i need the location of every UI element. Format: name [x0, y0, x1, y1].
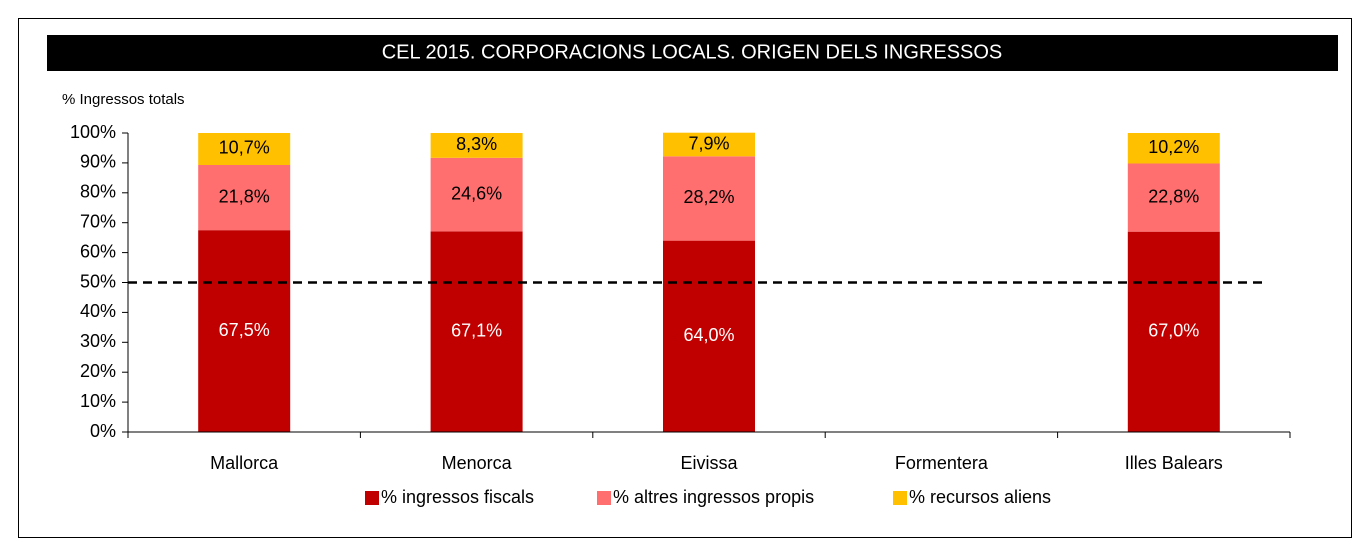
y-tick-label: 70% [80, 211, 116, 231]
value-label: 67,5% [219, 320, 270, 340]
bar-segment [430, 231, 523, 432]
legend-label: % recursos aliens [909, 487, 1051, 507]
x-tick-label: Mallorca [210, 453, 279, 473]
x-tick-label: Formentera [895, 453, 989, 473]
value-label: 10,7% [219, 138, 270, 158]
bar-segment [663, 240, 755, 432]
bar-segment [1127, 163, 1220, 232]
value-label: 24,6% [451, 183, 502, 203]
y-tick-label: 60% [80, 241, 116, 261]
y-axis-label: % Ingressos totals [62, 91, 185, 108]
bar-segment [198, 230, 291, 432]
y-tick-label: 20% [80, 361, 116, 381]
value-label: 10,2% [1148, 137, 1199, 157]
legend-swatch [365, 491, 379, 505]
y-tick-label: 80% [80, 182, 116, 202]
legend-swatch [893, 491, 907, 505]
y-tick-label: 100% [70, 122, 116, 142]
value-label: 8,3% [456, 134, 497, 154]
value-label: 67,1% [451, 320, 502, 340]
bar-segment [1127, 231, 1220, 432]
bar-segment [1127, 133, 1220, 164]
y-tick-label: 50% [80, 271, 116, 291]
value-label: 64,0% [683, 325, 734, 345]
x-tick-label: Menorca [442, 453, 513, 473]
value-label: 22,8% [1148, 186, 1199, 206]
legend-label: % ingressos fiscals [381, 487, 534, 507]
value-label: 28,2% [683, 187, 734, 207]
bar-segment [430, 157, 523, 232]
x-tick-label: Illes Balears [1125, 453, 1223, 473]
value-label: 7,9% [688, 133, 729, 153]
legend-swatch [597, 491, 611, 505]
chart-title: CEL 2015. CORPORACIONS LOCALS. ORIGEN DE… [382, 41, 1003, 63]
legend-label: % altres ingressos propis [613, 487, 814, 507]
bar-segment [198, 164, 291, 231]
title-bar [47, 35, 1338, 71]
value-label: 21,8% [219, 186, 270, 206]
y-tick-label: 90% [80, 152, 116, 172]
y-tick-label: 0% [90, 421, 116, 441]
value-label: 67,0% [1148, 321, 1199, 341]
bar-segment [198, 133, 291, 165]
y-tick-label: 10% [80, 391, 116, 411]
bar-segment [663, 132, 755, 157]
bar-segment [663, 156, 755, 241]
x-tick-label: Eivissa [680, 453, 738, 473]
y-tick-label: 40% [80, 301, 116, 321]
bar-segment [430, 133, 523, 158]
y-tick-label: 30% [80, 331, 116, 351]
